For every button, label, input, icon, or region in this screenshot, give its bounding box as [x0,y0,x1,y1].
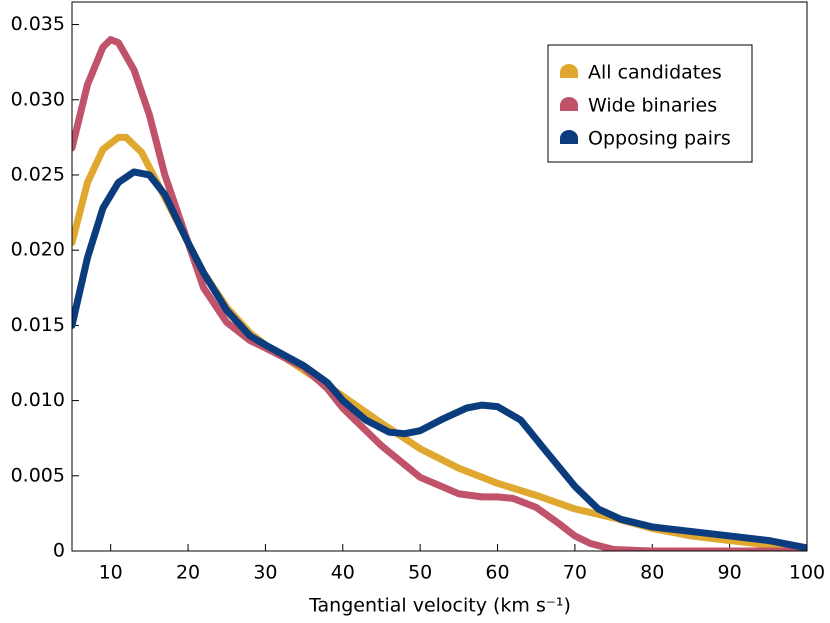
y-tick-label: 0.010 [11,389,65,411]
y-tick-label: 0 [53,540,65,562]
x-tick-label: 20 [176,562,200,584]
legend-marker [560,64,578,78]
plot-frame [71,1,808,552]
legend-box [547,44,753,163]
series-line [72,36,807,551]
y-tick-label: 0.020 [11,239,65,261]
legend-label: All candidates [588,62,722,84]
x-tick-label: 100 [789,562,825,584]
y-tick-label: 0.030 [11,88,65,110]
x-tick-label: 60 [485,562,509,584]
y-tick-label: 0.005 [11,464,65,486]
x-axis-label: Tangential velocity (km s⁻¹) [308,595,571,617]
x-tick-label: 30 [253,562,277,584]
x-tick-label: 50 [408,562,432,584]
y-tick-label: 0.035 [11,13,65,35]
legend-marker [560,130,578,144]
legend-label: Wide binaries [588,95,717,117]
x-tick-label: 90 [718,562,742,584]
series-line [72,168,807,551]
legend-marker [560,97,578,111]
x-tick-label: 70 [563,562,587,584]
y-tick-label: 0.015 [11,314,65,336]
x-tick-label: 80 [640,562,664,584]
legend-label: Opposing pairs [588,128,731,150]
y-tick-label: 0.025 [11,163,65,185]
x-tick-label: 40 [331,562,355,584]
x-tick-label: 10 [99,562,123,584]
